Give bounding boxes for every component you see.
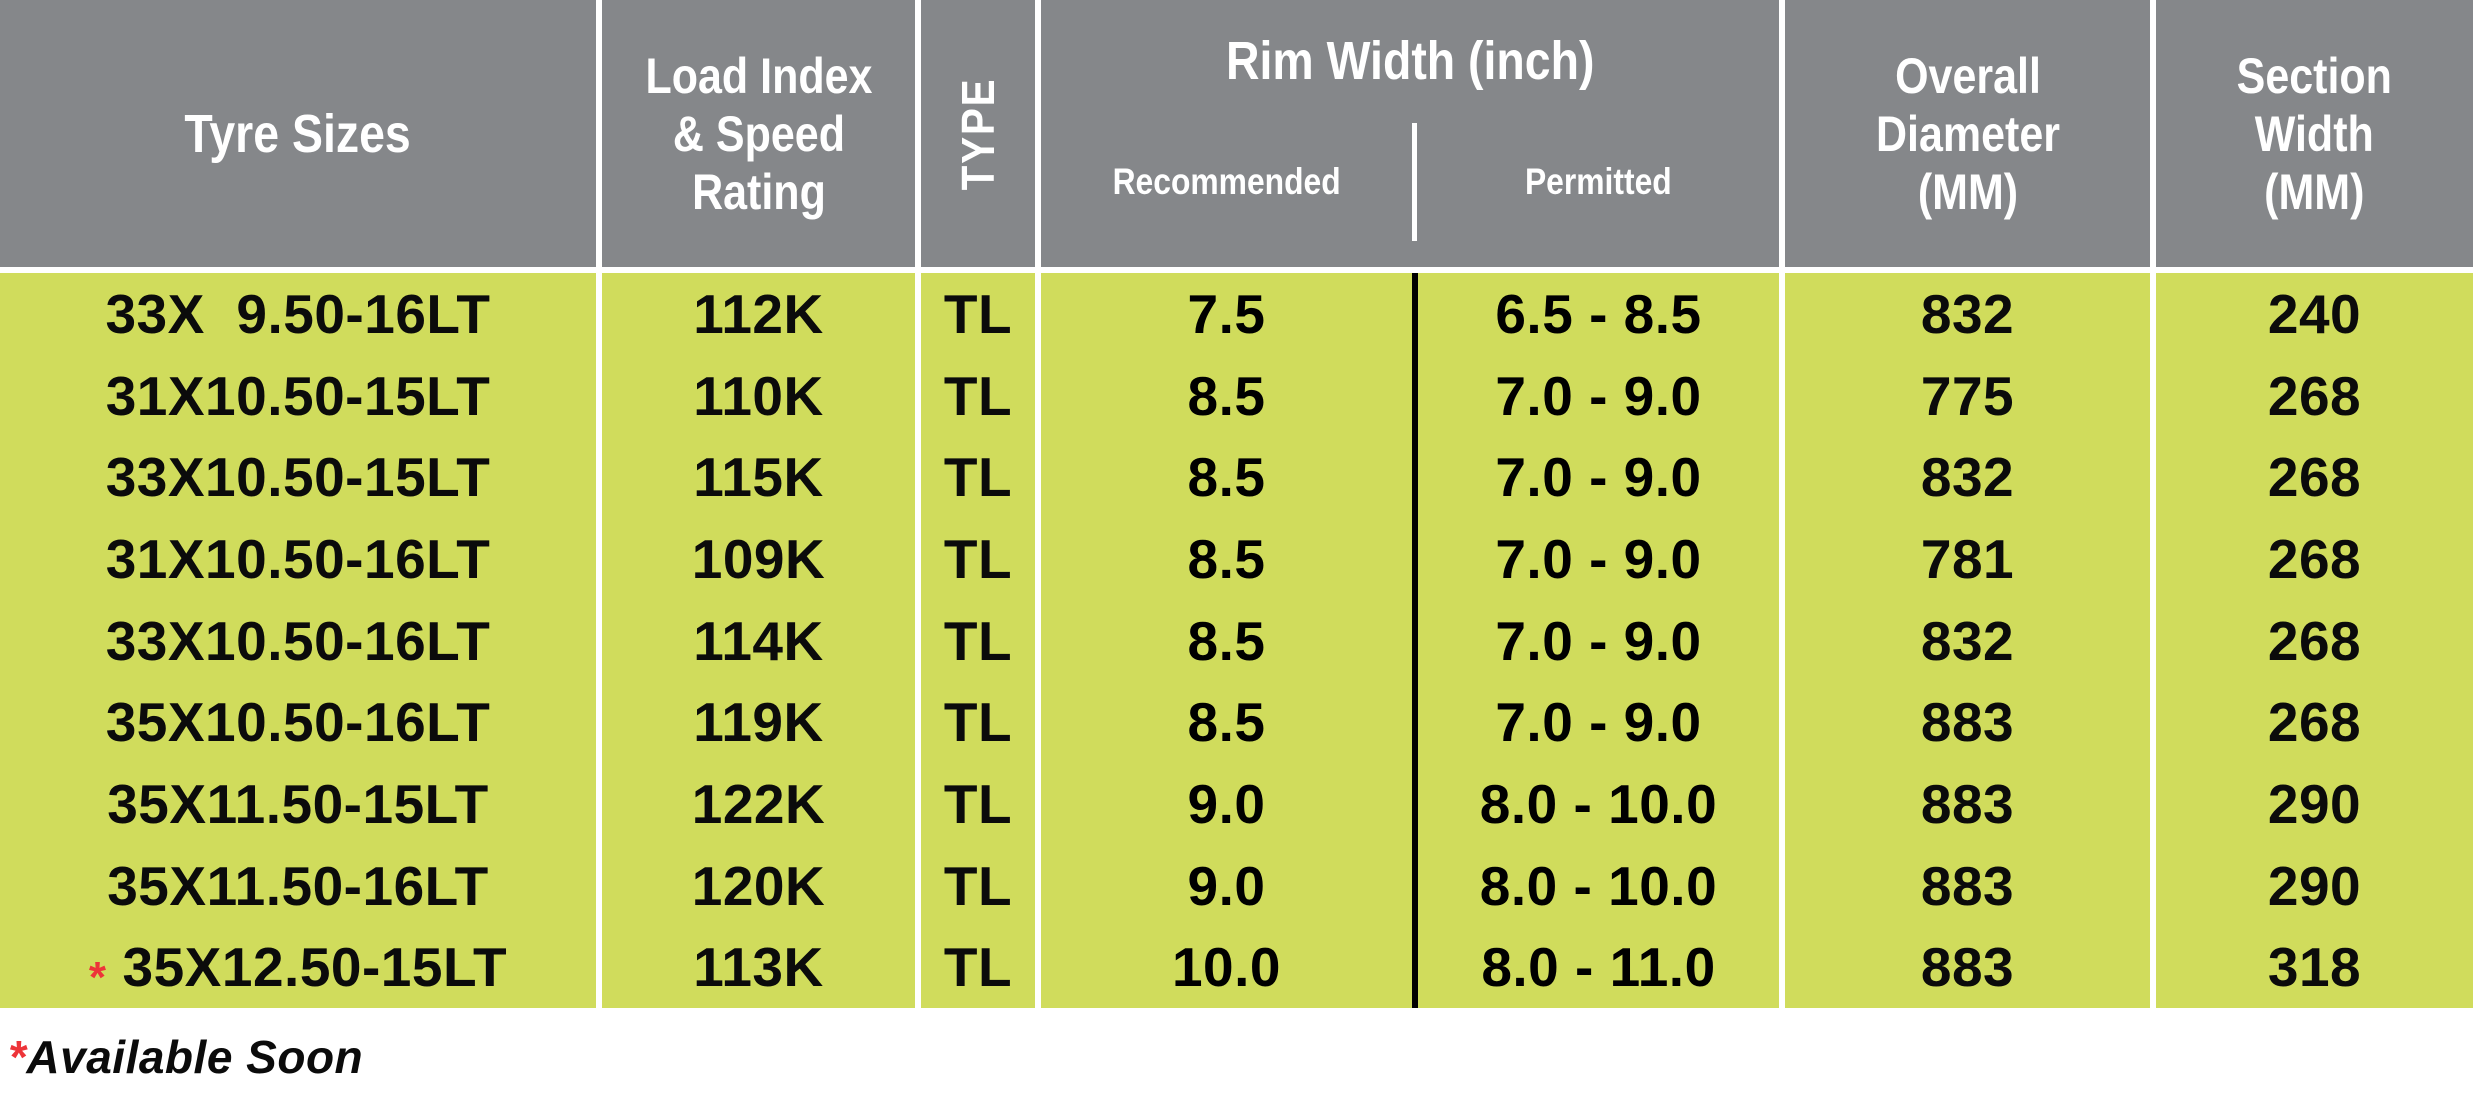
footnote: *Available Soon xyxy=(8,1030,2473,1084)
cell-overall-diameter: 883 xyxy=(1920,772,2015,835)
cell-rim-recommended: 7.5 xyxy=(1187,282,1266,345)
cell-type: TL xyxy=(943,691,1013,754)
col-subheader-permitted: Permitted xyxy=(1524,160,1672,202)
cell-load-index: 115K xyxy=(693,446,824,509)
cell-rim-recommended: 8.5 xyxy=(1187,527,1266,590)
cell-overall-diameter: 883 xyxy=(1920,854,2015,917)
footnote-asterisk: * xyxy=(8,1031,27,1083)
cell-section-width: 290 xyxy=(2267,772,2362,835)
cell-tyre-size: 35X11.50-16LT xyxy=(107,854,489,917)
cell-rim-permitted: 7.0 - 9.0 xyxy=(1495,691,1702,754)
column-overall-diameter: 832 775 832 781 832 883 883 883 883 xyxy=(1785,273,2150,1008)
col-header-type: TYPE xyxy=(921,0,1035,267)
cell-tyre-size: 33X 9.50-16LT xyxy=(105,282,491,345)
cell-section-width: 268 xyxy=(2267,446,2362,509)
cell-type: TL xyxy=(943,609,1013,672)
col-header-overall-diameter-line1: Overall xyxy=(1894,47,2041,104)
col-header-rim-width-label: Rim Width (inch) xyxy=(1225,31,1595,91)
cell-tyre-size: 35X11.50-15LT xyxy=(107,772,489,835)
column-rim-width: 7.5 8.5 8.5 8.5 8.5 8.5 9.0 9.0 10.0 6.5… xyxy=(1041,273,1779,1008)
cell-rim-recommended: 8.5 xyxy=(1187,364,1266,427)
cell-overall-diameter: 832 xyxy=(1920,446,2015,509)
cell-overall-diameter: 781 xyxy=(1920,527,2015,590)
column-type: TL TL TL TL TL TL TL TL TL xyxy=(921,273,1035,1008)
cell-rim-permitted: 7.0 - 9.0 xyxy=(1495,527,1702,590)
col-header-tyre-sizes-label: Tyre Sizes xyxy=(184,103,412,164)
available-soon-marker: * xyxy=(88,953,107,1003)
col-header-rim-width: Rim Width (inch) Recommended Permitted xyxy=(1041,0,1779,267)
cell-tyre-size: 31X10.50-15LT xyxy=(105,364,491,427)
col-header-overall-diameter-line3: (MM) xyxy=(1917,163,2018,220)
cell-tyre-size: * 35X12.50-15LT xyxy=(0,926,596,1008)
col-header-load-index: Load Index & Speed Rating xyxy=(602,0,915,267)
cell-overall-diameter: 832 xyxy=(1920,282,2015,345)
cell-rim-permitted: 7.0 - 9.0 xyxy=(1495,609,1702,672)
cell-rim-recommended: 8.5 xyxy=(1187,609,1266,672)
cell-rim-permitted: 7.0 - 9.0 xyxy=(1495,446,1702,509)
cell-type: TL xyxy=(943,936,1013,999)
col-header-tyre-sizes: Tyre Sizes xyxy=(0,0,596,267)
col-header-section-width-line2: Width xyxy=(2254,105,2375,162)
cell-tyre-size: 33X10.50-16LT xyxy=(105,609,491,672)
cell-type: TL xyxy=(943,854,1013,917)
col-header-overall-diameter: Overall Diameter (MM) xyxy=(1785,0,2150,267)
cell-rim-permitted: 8.0 - 10.0 xyxy=(1479,772,1718,835)
col-header-type-label: TYPE xyxy=(952,77,1004,190)
cell-load-index: 113K xyxy=(693,936,824,999)
cell-rim-recommended: 8.5 xyxy=(1187,446,1266,509)
cell-rim-recommended: 8.5 xyxy=(1187,691,1266,754)
cell-tyre-size: 35X10.50-16LT xyxy=(105,691,491,754)
column-rim-recommended: 7.5 8.5 8.5 8.5 8.5 8.5 9.0 9.0 10.0 xyxy=(1041,273,1412,1008)
cell-load-index: 114K xyxy=(693,609,824,672)
cell-rim-permitted: 8.0 - 11.0 xyxy=(1481,936,1716,999)
col-subheader-recommended: Recommended xyxy=(1112,160,1341,202)
column-tyre-sizes: 33X 9.50-16LT 31X10.50-15LT 33X10.50-15L… xyxy=(0,273,596,1008)
rim-width-divider xyxy=(1412,273,1418,1008)
col-header-section-width-line1: Section xyxy=(2236,47,2393,104)
cell-section-width: 318 xyxy=(2267,936,2362,999)
cell-rim-recommended: 9.0 xyxy=(1187,854,1266,917)
col-header-overall-diameter-line2: Diameter xyxy=(1875,105,2060,162)
cell-type: TL xyxy=(943,364,1013,427)
tyre-spec-table: Tyre Sizes Load Index & Speed Rating TYP… xyxy=(0,0,2473,1008)
col-header-load-index-line3: Rating xyxy=(691,163,826,220)
column-rim-permitted: 6.5 - 8.5 7.0 - 9.0 7.0 - 9.0 7.0 - 9.0 … xyxy=(1418,273,1779,1008)
cell-type: TL xyxy=(943,772,1013,835)
cell-rim-permitted: 7.0 - 9.0 xyxy=(1495,364,1702,427)
cell-type: TL xyxy=(943,446,1013,509)
cell-load-index: 110K xyxy=(693,364,824,427)
cell-section-width: 268 xyxy=(2267,609,2362,672)
cell-overall-diameter: 775 xyxy=(1920,364,2015,427)
cell-tyre-size-text: 35X12.50-15LT xyxy=(122,936,508,999)
cell-section-width: 268 xyxy=(2267,364,2362,427)
col-header-load-index-line1: Load Index xyxy=(645,47,872,104)
cell-rim-recommended: 9.0 xyxy=(1187,772,1266,835)
cell-section-width: 268 xyxy=(2267,527,2362,590)
cell-rim-recommended: 10.0 xyxy=(1171,936,1282,999)
col-header-section-width-line3: (MM) xyxy=(2264,163,2365,220)
cell-tyre-size: 31X10.50-16LT xyxy=(105,527,491,590)
cell-rim-permitted: 6.5 - 8.5 xyxy=(1495,282,1702,345)
header-sub-separator xyxy=(1412,122,1417,241)
cell-section-width: 240 xyxy=(2267,282,2362,345)
cell-type: TL xyxy=(943,527,1013,590)
col-header-load-index-line2: & Speed xyxy=(672,105,845,162)
cell-type: TL xyxy=(943,282,1013,345)
cell-load-index: 120K xyxy=(691,854,826,917)
cell-load-index: 112K xyxy=(693,282,824,345)
column-section-width: 240 268 268 268 268 268 290 290 318 xyxy=(2156,273,2473,1008)
col-header-section-width: Section Width (MM) xyxy=(2156,0,2473,267)
cell-section-width: 268 xyxy=(2267,691,2362,754)
column-load-index: 112K 110K 115K 109K 114K 119K 122K 120K … xyxy=(602,273,915,1008)
cell-load-index: 109K xyxy=(691,527,826,590)
footnote-text: Available Soon xyxy=(26,1031,364,1083)
cell-overall-diameter: 883 xyxy=(1920,691,2015,754)
cell-section-width: 290 xyxy=(2267,854,2362,917)
cell-tyre-size: 33X10.50-15LT xyxy=(105,446,491,509)
cell-load-index: 122K xyxy=(691,772,826,835)
cell-rim-permitted: 8.0 - 10.0 xyxy=(1479,854,1718,917)
cell-overall-diameter: 832 xyxy=(1920,609,2015,672)
cell-load-index: 119K xyxy=(693,691,824,754)
cell-overall-diameter: 883 xyxy=(1920,936,2015,999)
